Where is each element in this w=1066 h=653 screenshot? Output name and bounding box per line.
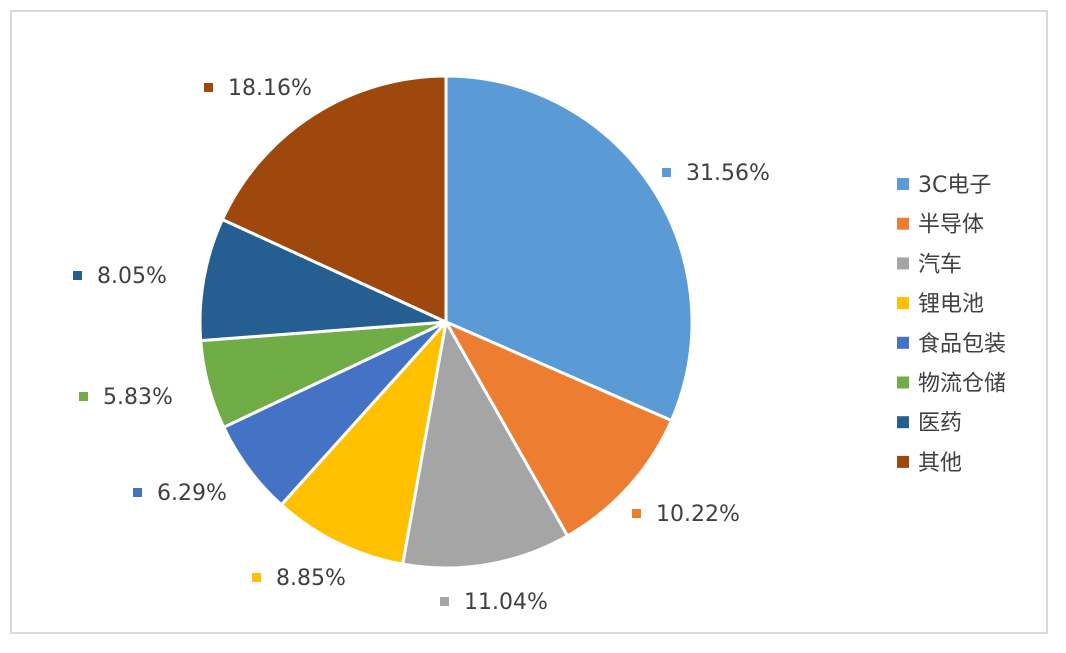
- legend-swatch-4: [897, 336, 909, 349]
- data-label-1: 10.22%: [656, 502, 740, 527]
- legend-label-4: 食品包装: [918, 332, 1006, 357]
- legend-label-7: 其他: [918, 451, 962, 476]
- data-label-3: 8.85%: [276, 566, 346, 591]
- data-label-marker-4: [133, 488, 142, 497]
- data-label-marker-1: [632, 509, 641, 518]
- data-label-6: 8.05%: [97, 264, 167, 289]
- legend-label-1: 半导体: [918, 213, 984, 238]
- legend-label-6: 医药: [918, 411, 962, 436]
- legend-label-2: 汽车: [918, 252, 962, 277]
- legend-label-0: 3C电子: [918, 173, 991, 198]
- data-label-marker-2: [440, 597, 449, 606]
- data-label-4: 6.29%: [157, 481, 227, 506]
- legend-swatch-3: [897, 297, 909, 310]
- data-label-2: 11.04%: [464, 590, 548, 615]
- data-label-marker-5: [79, 392, 88, 401]
- data-label-marker-0: [662, 168, 671, 177]
- pie-slice-7: [220, 74, 448, 324]
- data-label-7: 18.16%: [228, 76, 312, 101]
- data-label-marker-7: [204, 83, 213, 92]
- data-label-0: 31.56%: [686, 161, 770, 186]
- legend-swatch-6: [897, 416, 909, 429]
- pie-slices: [198, 74, 694, 570]
- legend-swatch-7: [897, 455, 909, 468]
- legend-swatch-1: [897, 217, 909, 230]
- pie-slice-1: [444, 320, 673, 538]
- legend-label-3: 锂电池: [918, 292, 984, 317]
- legend-swatch-5: [897, 376, 909, 389]
- pie-slice-2: [401, 320, 569, 570]
- legend-label-5: 物流仓储: [918, 372, 1006, 397]
- legend-swatch-2: [897, 257, 909, 270]
- data-labels: 31.56% 10.22% 11.04% 8.85% 6.29% 5.83% 8.05% 18…: [73, 76, 770, 615]
- data-label-marker-6: [73, 271, 82, 280]
- data-label-5: 5.83%: [103, 385, 173, 410]
- data-label-marker-3: [252, 573, 261, 582]
- pie-slice-0: [444, 74, 694, 423]
- pie-slice-3: [279, 320, 448, 566]
- legend-swatch-0: [897, 178, 909, 190]
- pie-slice-6: [198, 218, 448, 343]
